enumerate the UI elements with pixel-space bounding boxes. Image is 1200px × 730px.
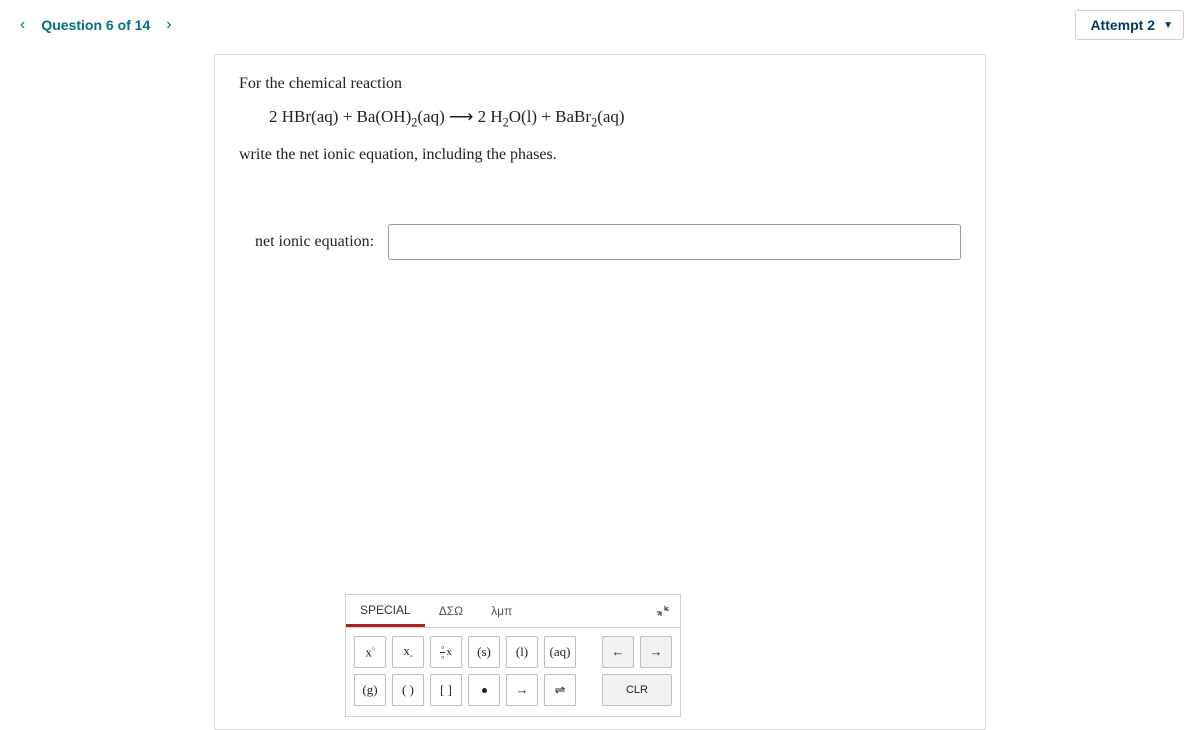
toolbar-collapse-button[interactable] (646, 595, 680, 627)
phase-liquid-button[interactable]: (l) (506, 636, 538, 668)
brackets-button[interactable]: [ ] (430, 674, 462, 706)
fraction-button[interactable]: ▫▫x (430, 636, 462, 668)
tab-special[interactable]: SPECIAL (346, 595, 425, 627)
reaction-equation: 2 HBr(aq) + Ba(OH)2(aq) ⟶ 2 H2O(l) + BaB… (239, 107, 961, 130)
answer-label: net ionic equation: (239, 233, 374, 251)
question-indicator: Question 6 of 14 (41, 17, 150, 33)
phase-solid-button[interactable]: (s) (468, 636, 500, 668)
dot-button[interactable] (468, 674, 500, 706)
subscript-button[interactable]: x▫ (392, 636, 424, 668)
tab-greek-lower[interactable]: λμπ (477, 595, 526, 627)
undo-button[interactable]: ← (602, 636, 634, 668)
equation-toolbar: SPECIAL ΔΣΩ λμπ x▫ x▫ ▫▫x (s) (l) (aq) (345, 594, 681, 717)
tab-greek-upper[interactable]: ΔΣΩ (425, 595, 477, 627)
parentheses-button[interactable]: ( ) (392, 674, 424, 706)
question-intro: For the chemical reaction (239, 75, 961, 93)
net-ionic-equation-input[interactable] (388, 224, 961, 260)
clear-button[interactable]: CLR (602, 674, 672, 706)
question-instruction: write the net ionic equation, including … (239, 146, 961, 164)
attempt-dropdown[interactable]: Attempt 2 ▼ (1075, 10, 1184, 40)
next-question-button[interactable]: › (162, 14, 175, 36)
phase-gas-button[interactable]: (g) (354, 674, 386, 706)
question-card: For the chemical reaction 2 HBr(aq) + Ba… (214, 54, 986, 730)
superscript-button[interactable]: x▫ (354, 636, 386, 668)
reaction-arrow-button[interactable]: → (506, 674, 538, 706)
collapse-icon (656, 604, 670, 618)
chevron-down-icon: ▼ (1163, 20, 1173, 31)
phase-aqueous-button[interactable]: (aq) (544, 636, 576, 668)
prev-question-button[interactable]: ‹ (16, 14, 29, 36)
equilibrium-arrow-button[interactable]: ⇌ (544, 674, 576, 706)
dot-icon (482, 688, 487, 693)
redo-button[interactable]: → (640, 636, 672, 668)
attempt-label: Attempt 2 (1090, 17, 1155, 33)
